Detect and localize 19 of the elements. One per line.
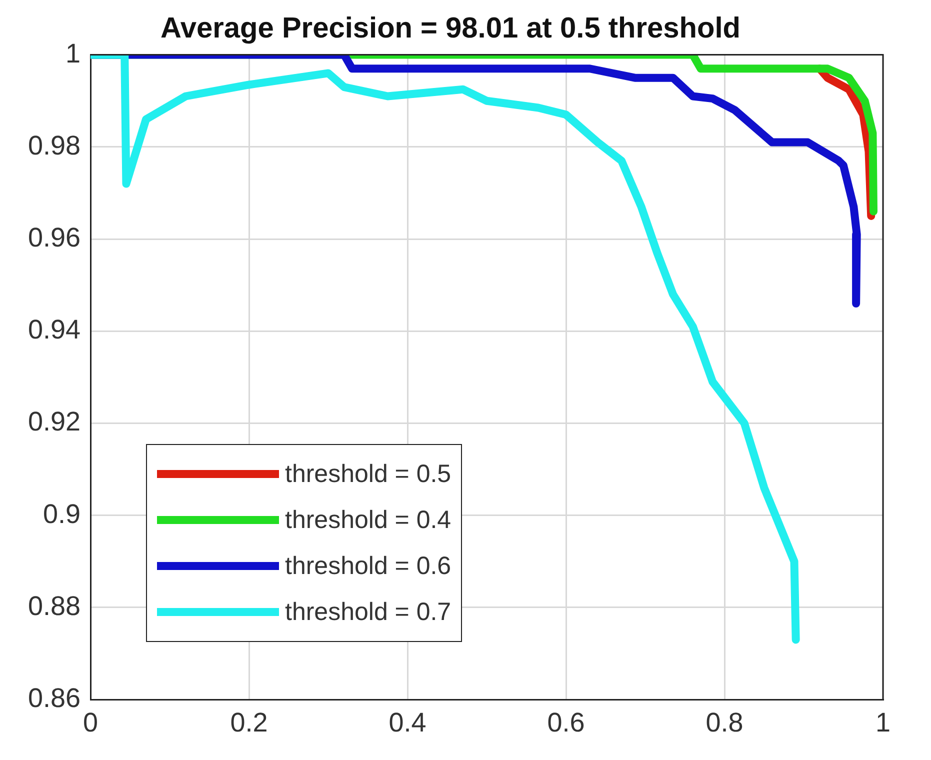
chart-title: Average Precision = 98.01 at 0.5 threshold bbox=[160, 12, 740, 44]
y-tick-label: 0.98 bbox=[28, 130, 81, 160]
x-tick-label: 0.2 bbox=[230, 707, 268, 738]
x-tick-label: 0 bbox=[83, 707, 98, 738]
x-tick-label: 0.6 bbox=[547, 707, 585, 738]
x-tick-label: 0.8 bbox=[706, 707, 744, 738]
y-tick-label: 1 bbox=[66, 38, 81, 68]
legend-label: threshold = 0.6 bbox=[285, 552, 452, 580]
y-tick-label: 0.94 bbox=[28, 314, 81, 345]
y-tick-label: 0.86 bbox=[28, 683, 81, 714]
y-tick-label: 0.88 bbox=[28, 590, 81, 621]
legend-label: threshold = 0.7 bbox=[285, 598, 452, 626]
x-tick-label: 0.4 bbox=[388, 707, 426, 738]
legend-label: threshold = 0.4 bbox=[285, 506, 452, 534]
legend-label: threshold = 0.5 bbox=[285, 460, 452, 488]
y-tick-label: 0.9 bbox=[43, 498, 81, 529]
x-tick-label: 1 bbox=[875, 707, 891, 738]
y-tick-label: 0.92 bbox=[28, 406, 81, 437]
y-tick-label: 0.96 bbox=[28, 222, 81, 252]
